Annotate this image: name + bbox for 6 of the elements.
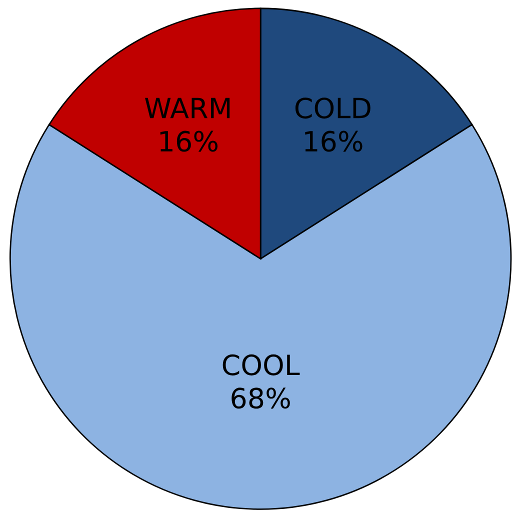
- data-label: 16%: [160, 130, 218, 152]
- data-label: 68%: [232, 388, 290, 409]
- slice-label: COOL: [222, 354, 300, 376]
- data-label: 16%: [305, 130, 362, 152]
- slice-label: COLD: [295, 98, 370, 119]
- slice-label: WARM: [145, 98, 230, 118]
